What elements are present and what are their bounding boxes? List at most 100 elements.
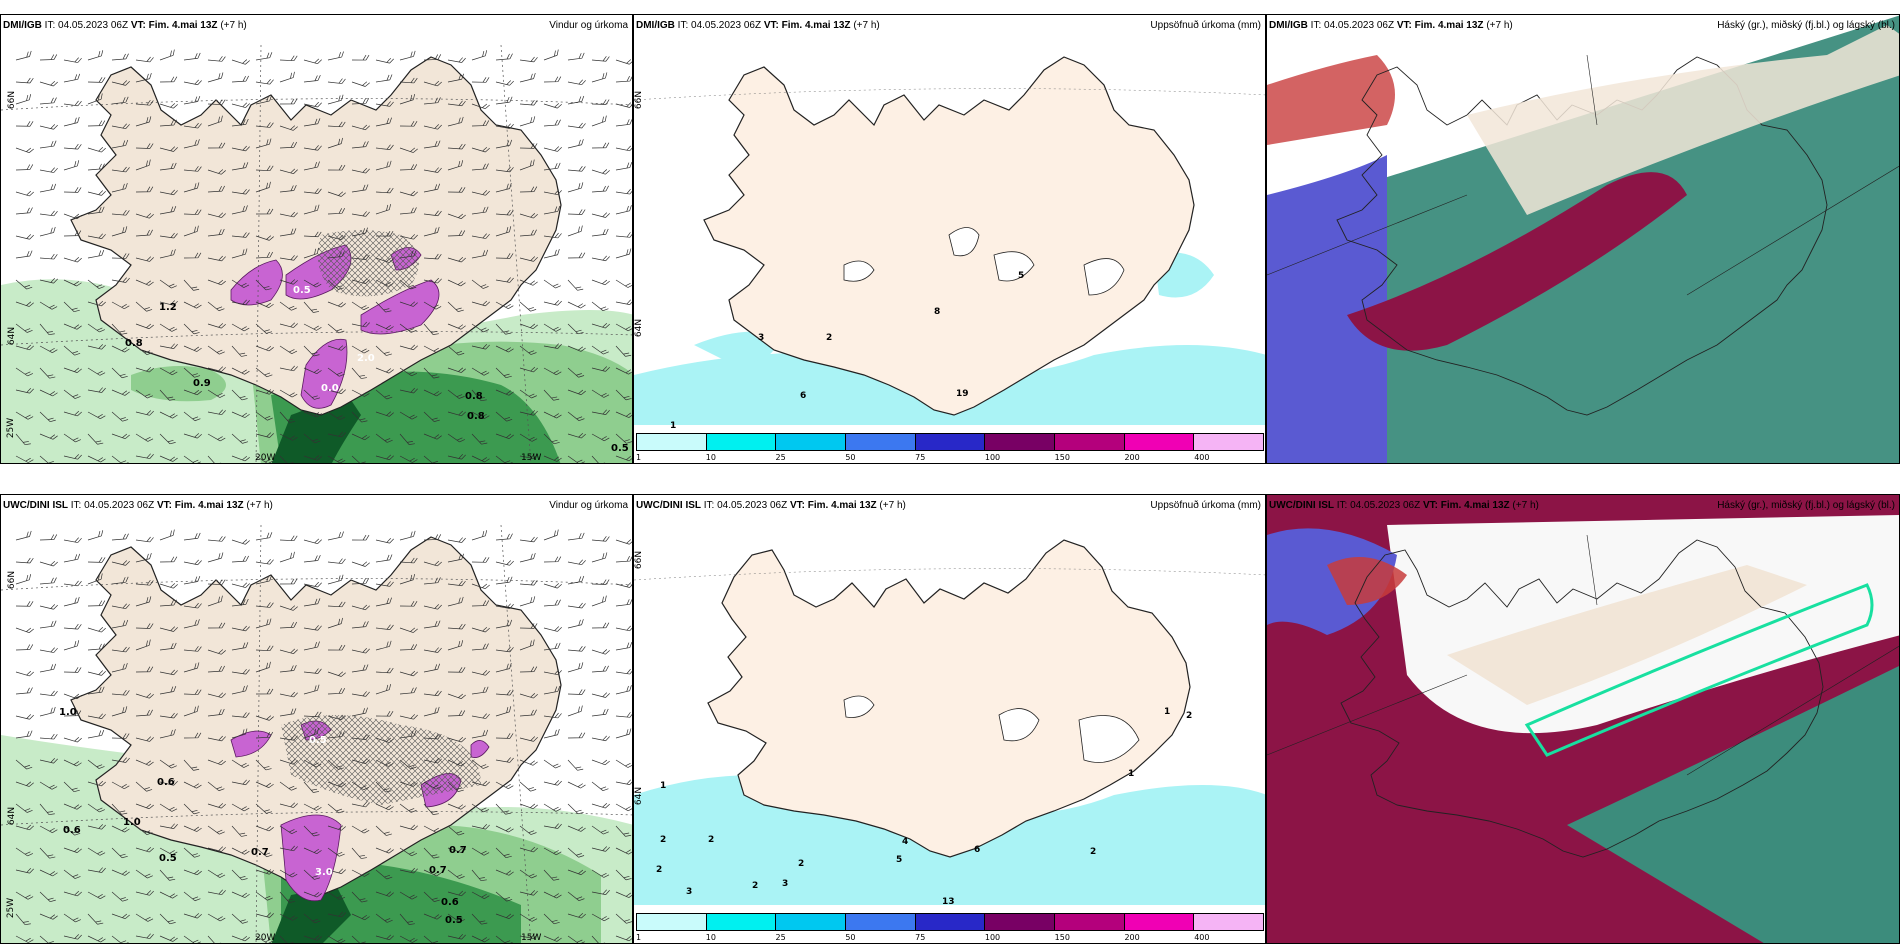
precip-value: 0.6 [63,825,81,836]
lat-label: 66N [7,570,18,590]
wind-precip-map [1,524,632,943]
graticule [1,44,632,463]
lat-label: 66N [7,90,18,110]
lat-label: 64N [634,786,645,806]
lon-label: 25W [6,417,17,439]
precip-value: 0.6 [441,897,459,908]
colorbar-segment [1194,434,1264,450]
graticule [1267,534,1899,776]
colorbar-segment [985,914,1056,930]
colorbar [636,433,1264,451]
panel-title: Uppsöfnuð úrkoma (mm) [1150,20,1261,31]
precip-value: 3 [686,887,693,897]
graticule [1267,54,1899,296]
colorbar-tick: 1 [636,933,642,942]
precip-value: 0.9 [193,378,211,389]
precip-value: 6 [974,845,981,855]
glacier-area [1083,258,1125,296]
lon-label: 20W [255,933,276,943]
precip-value: 0.7 [251,847,269,858]
panel-header: UWC/DINI ISL IT: 04.05.2023 06Z VT: Fim.… [3,500,273,511]
precip-value: 1 [670,421,677,431]
colorbar-tick: 10 [705,933,716,942]
precip-value: 1 [1128,769,1135,779]
precip-value: 4 [902,837,909,847]
wind-precip-map [1,44,632,463]
light-precip-area [694,331,776,365]
cloud-panel-top: DMI/IGB IT: 04.05.2023 06Z VT: Fim. 4.ma… [1266,14,1900,464]
precip-value: 2 [656,865,663,875]
accum-precip-panel-top: DMI/IGB IT: 04.05.2023 06Z VT: Fim. 4.ma… [633,14,1266,464]
colorbar-tick: 50 [845,453,856,462]
colorbar-tick: 10 [705,453,716,462]
lat-label: 66N [634,550,645,570]
precip-value: 2.0 [357,353,375,364]
lat-label: 64N [634,318,645,338]
heavy-precip-area [360,279,440,335]
mid-cloud-area [1327,557,1407,605]
heavy-precip-area [470,740,490,758]
precip-layer [634,539,1265,905]
colorbar-segment [985,434,1056,450]
wind-panel-bottom: UWC/DINI ISL IT: 04.05.2023 06Z VT: Fim.… [0,494,633,944]
graticule [1,524,632,943]
precip-value: 3 [782,879,789,889]
precip-value: 2 [798,859,805,869]
iceland-land [70,536,562,896]
precip-value: 5 [896,855,903,865]
lat-label: 66N [634,90,645,110]
panel-title: Vindur og úrkoma [549,20,628,31]
colorbar-segment [776,914,847,930]
wind-layer [1,56,632,463]
glacier-area [1078,715,1140,763]
precip-value: 1.0 [59,707,77,718]
colorbar-tick: 400 [1194,453,1210,462]
wind-barbs [15,529,632,943]
lon-label: 20W [255,453,276,463]
precip-value: 2 [826,333,833,343]
cloud-edge [1524,583,1874,757]
precip-value: 6 [800,391,807,401]
panel-header: DMI/IGB IT: 04.05.2023 06Z VT: Fim. 4.ma… [3,20,247,31]
heavy-precip-area [300,338,348,409]
colorbar-tick: 25 [775,453,786,462]
colorbar-segment [776,434,847,450]
high-cloud-area [1267,155,1387,463]
accum-precip-map [634,56,1265,425]
precip-value: 0.5 [445,915,463,926]
accum-precip-map [634,539,1265,905]
glacier-area [948,227,980,257]
precip-value: 0.7 [449,845,467,856]
precip-value: 0.8 [465,391,483,402]
colorbar-tick: 25 [775,933,786,942]
colorbar-segment [846,434,916,450]
colorbar-tick: 100 [984,453,1001,462]
colorbar-ticks: 1 10 25 50 75 100 150 200 400 [636,453,1264,463]
clear-sky-area [1467,25,1899,215]
high-cloud-area [1267,528,1397,635]
precip-value: 2 [708,835,715,845]
wind-panel-top: DMI/IGB IT: 04.05.2023 06Z VT: Fim. 4.ma… [0,14,633,464]
precip-value: 2 [1090,847,1097,857]
panel-title: Háský (gr.), miðský (fj.bl.) og lágský (… [1717,20,1895,31]
precip-value: 2 [1186,711,1193,721]
precip-value: 0.5 [611,443,629,454]
precip-value: 2 [660,835,667,845]
colorbar-tick: 50 [845,933,856,942]
lon-label: 15W [521,933,542,943]
colorbar-segment [1124,434,1195,450]
glacier-area [993,251,1035,282]
colorbar-segment [1055,914,1125,930]
lon-label: 25W [6,897,17,919]
precip-value: 1 [1164,707,1171,717]
colorbar-tick: 200 [1124,933,1140,942]
precip-value: 3.0 [315,867,333,878]
colorbar-segment [1194,914,1264,930]
colorbar-segment [1124,914,1195,930]
precip-value: 0.7 [429,865,447,876]
precip-value: 0.8 [125,338,143,349]
precip-value: 8 [934,307,941,317]
graticule [634,568,1265,581]
precip-value: 0.6 [157,777,175,788]
panel-title: Uppsöfnuð úrkoma (mm) [1150,500,1261,511]
